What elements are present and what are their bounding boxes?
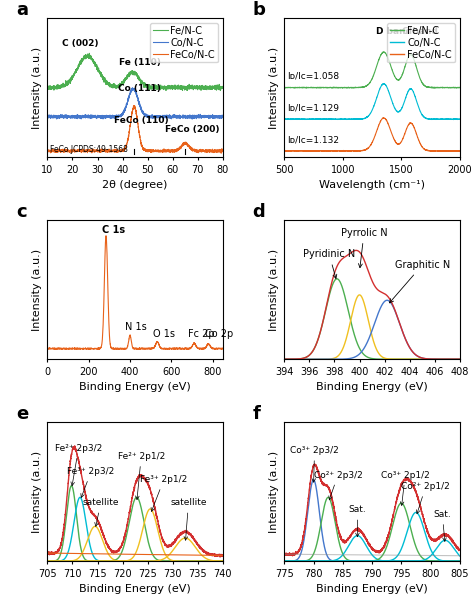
FeCo/N-C	[130, 106, 136, 113]
Text: f: f	[253, 405, 261, 423]
Fe/N-C	[218, 87, 223, 94]
Text: Co²⁺ 2p1/2: Co²⁺ 2p1/2	[401, 482, 450, 513]
Text: C (002): C (002)	[63, 39, 99, 48]
X-axis label: Binding Energy (eV): Binding Energy (eV)	[79, 383, 191, 392]
FeCo/N-C	[215, 146, 220, 153]
Text: a: a	[16, 1, 28, 19]
FeCo/N-C	[220, 148, 226, 155]
Text: Co³⁺ 2p3/2: Co³⁺ 2p3/2	[290, 446, 339, 482]
Text: Sat.: Sat.	[433, 510, 451, 541]
Fe/N-C	[215, 84, 221, 91]
FeCo/N-C	[183, 139, 189, 146]
Fe/N-C	[54, 84, 59, 91]
Y-axis label: Intensity (a.u.): Intensity (a.u.)	[32, 47, 42, 128]
Text: satellite: satellite	[170, 498, 207, 540]
X-axis label: Binding Energy (eV): Binding Energy (eV)	[316, 383, 428, 392]
Fe/N-C	[87, 50, 92, 57]
Co/N-C	[189, 115, 195, 122]
Legend: Fe/N-C, Co/N-C, FeCo/N-C: Fe/N-C, Co/N-C, FeCo/N-C	[150, 23, 218, 63]
Text: FeCo (110): FeCo (110)	[114, 116, 168, 125]
Text: D band: D band	[375, 27, 411, 36]
Text: FeCo JCPDS:49-1568: FeCo JCPDS:49-1568	[50, 145, 128, 154]
Text: b: b	[253, 1, 265, 19]
Y-axis label: Intensity (a.u.): Intensity (a.u.)	[32, 248, 42, 331]
Text: c: c	[16, 203, 27, 221]
Text: Fe³⁺ 2p3/2: Fe³⁺ 2p3/2	[67, 467, 115, 497]
Text: e: e	[16, 405, 28, 423]
X-axis label: Wavelength (cm⁻¹): Wavelength (cm⁻¹)	[319, 180, 425, 190]
Text: Pyridinic N: Pyridinic N	[303, 250, 356, 278]
Fe/N-C	[215, 84, 220, 91]
Text: Iᴅ/Iᴄ=1.129: Iᴅ/Iᴄ=1.129	[287, 103, 338, 112]
Text: N 1s: N 1s	[126, 322, 147, 332]
Co/N-C	[220, 113, 226, 120]
Co/N-C	[130, 87, 136, 94]
Y-axis label: Intensity (a.u.): Intensity (a.u.)	[269, 47, 279, 128]
FeCo/N-C	[54, 147, 59, 154]
Co/N-C	[125, 96, 131, 103]
Text: Iᴅ/Iᴄ=1.132: Iᴅ/Iᴄ=1.132	[287, 135, 338, 144]
Line: Co/N-C: Co/N-C	[47, 88, 223, 119]
Y-axis label: Intensity (a.u.): Intensity (a.u.)	[269, 451, 279, 533]
Text: d: d	[253, 203, 265, 221]
Line: Fe/N-C: Fe/N-C	[47, 53, 223, 91]
Co/N-C	[45, 113, 50, 120]
Text: C 1s: C 1s	[102, 225, 125, 235]
X-axis label: Binding Energy (eV): Binding Energy (eV)	[316, 584, 428, 595]
Text: Fe²⁺ 2p1/2: Fe²⁺ 2p1/2	[118, 452, 165, 500]
X-axis label: Binding Energy (eV): Binding Energy (eV)	[79, 584, 191, 595]
Legend: Fe/N-C, Co/N-C, FeCo/N-C: Fe/N-C, Co/N-C, FeCo/N-C	[387, 23, 455, 63]
Line: FeCo/N-C: FeCo/N-C	[47, 106, 223, 153]
Text: Fe³⁺ 2p1/2: Fe³⁺ 2p1/2	[140, 475, 187, 512]
X-axis label: 2θ (degree): 2θ (degree)	[102, 180, 168, 190]
Fe/N-C	[220, 85, 226, 92]
FeCo/N-C	[219, 150, 224, 157]
Text: Sat.: Sat.	[349, 506, 366, 537]
Text: Iᴅ/Iᴄ=1.058: Iᴅ/Iᴄ=1.058	[287, 72, 339, 81]
Text: Pyrrolic N: Pyrrolic N	[341, 228, 387, 267]
Text: G band: G band	[402, 27, 438, 36]
Co/N-C	[215, 113, 221, 120]
Co/N-C	[215, 114, 221, 121]
FeCo/N-C	[45, 148, 50, 155]
Text: Co³⁺ 2p1/2: Co³⁺ 2p1/2	[381, 470, 429, 506]
Co/N-C	[54, 113, 59, 120]
Fe/N-C	[45, 84, 50, 91]
Text: Co (111): Co (111)	[118, 84, 161, 93]
Text: Fc 2p: Fc 2p	[188, 328, 215, 338]
Co/N-C	[183, 113, 189, 121]
Y-axis label: Intensity (a.u.): Intensity (a.u.)	[269, 248, 279, 331]
FeCo/N-C	[131, 102, 137, 109]
Text: Fe²⁺ 2p3/2: Fe²⁺ 2p3/2	[55, 444, 102, 486]
Text: Fe (110): Fe (110)	[119, 58, 161, 67]
Co/N-C	[129, 84, 135, 91]
Text: Graphitic N: Graphitic N	[390, 260, 450, 303]
Fe/N-C	[125, 71, 131, 78]
Fe/N-C	[183, 84, 189, 91]
Fe/N-C	[130, 69, 136, 76]
Text: Co²⁺ 2p3/2: Co²⁺ 2p3/2	[313, 470, 362, 500]
FeCo/N-C	[215, 147, 221, 154]
FeCo/N-C	[125, 135, 131, 142]
Text: satellite: satellite	[82, 498, 119, 527]
Y-axis label: Intensity (a.u.): Intensity (a.u.)	[32, 451, 42, 533]
Text: O 1s: O 1s	[153, 328, 175, 338]
Text: FeCo (200): FeCo (200)	[165, 125, 220, 134]
Text: Co 2p: Co 2p	[205, 328, 233, 338]
